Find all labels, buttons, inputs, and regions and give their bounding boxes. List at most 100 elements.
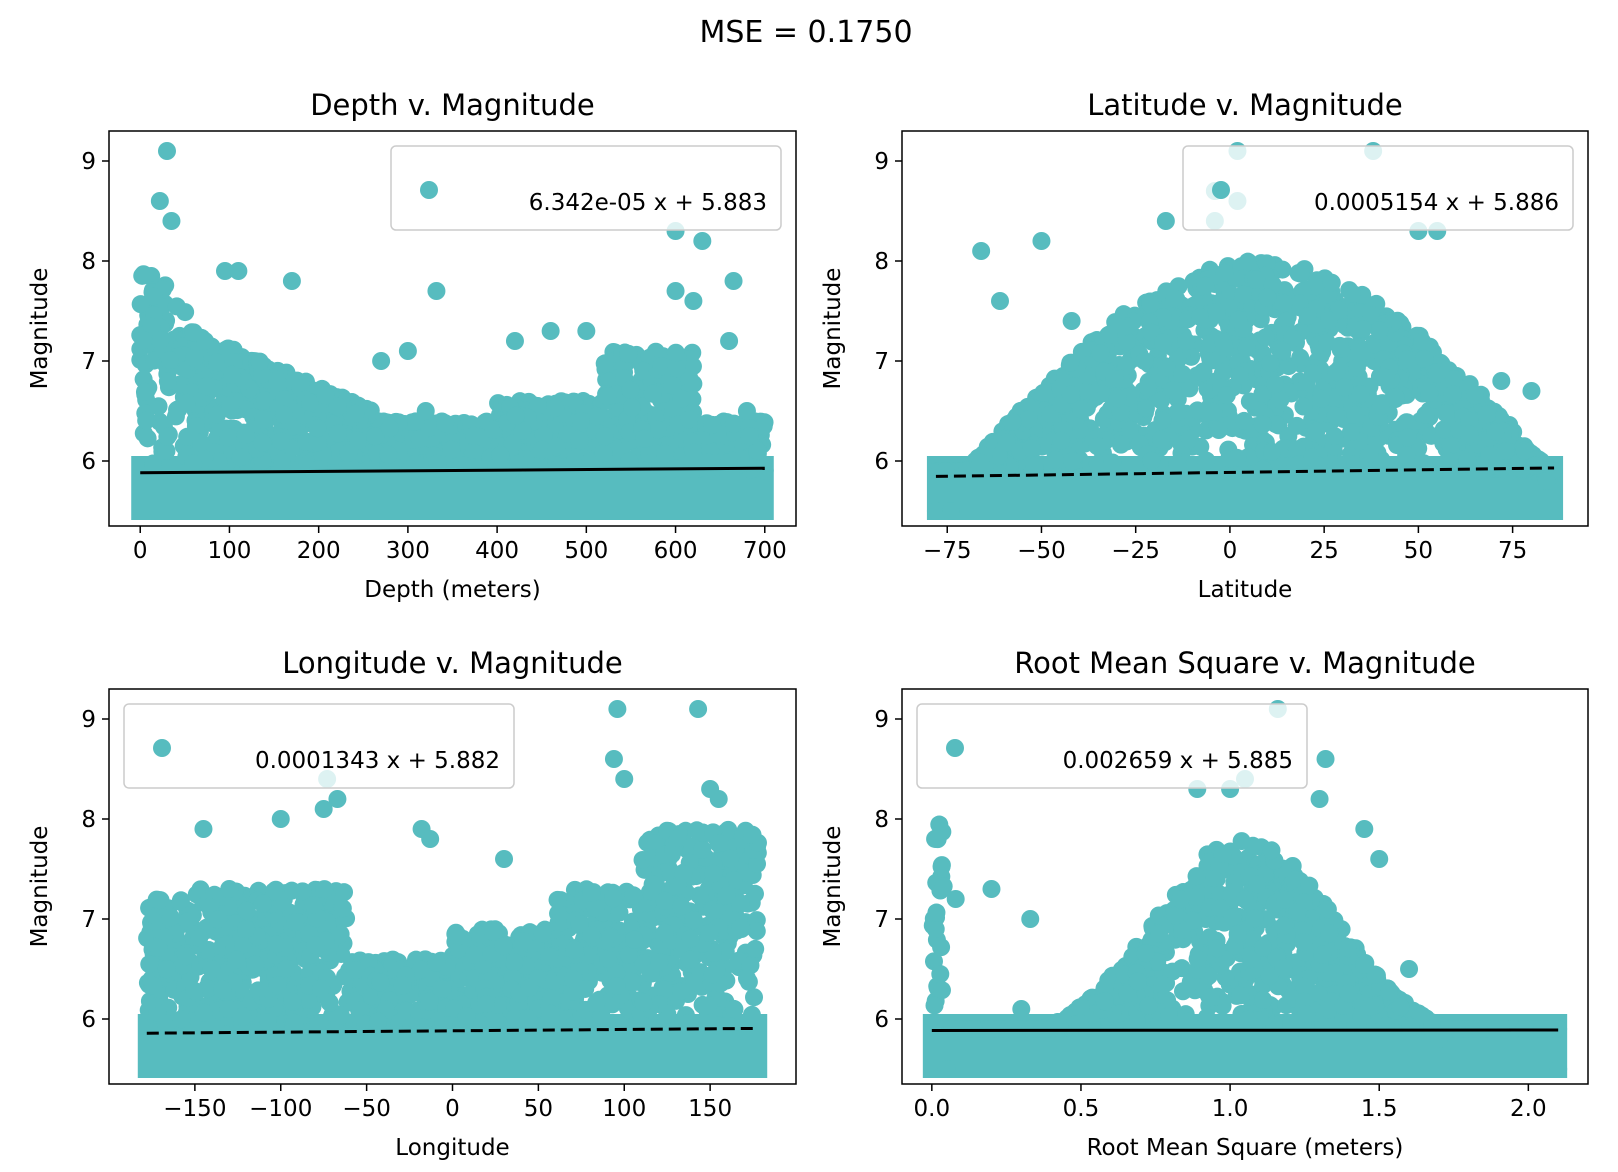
scatter-point <box>1361 306 1380 325</box>
y-tick-label: 9 <box>874 149 889 175</box>
x-axis-label: Longitude <box>395 1135 509 1161</box>
scatter-point <box>185 981 204 1000</box>
scatter-point <box>177 947 196 966</box>
scatter-point <box>1040 405 1059 424</box>
scatter-point <box>172 1010 191 1029</box>
scatter-point <box>202 960 221 979</box>
scatter-point <box>250 352 269 371</box>
scatter-point <box>1173 364 1192 383</box>
scatter-point <box>167 297 186 316</box>
y-axis-label: Magnitude <box>27 826 53 948</box>
scatter-point <box>1325 427 1344 446</box>
y-tick-label: 7 <box>81 907 96 933</box>
scatter-point <box>547 437 566 456</box>
scatter-point <box>1263 442 1282 461</box>
scatter-point <box>434 1014 453 1033</box>
y-tick-label: 8 <box>874 249 889 275</box>
scatter-point <box>1370 321 1389 340</box>
scatter-point <box>1099 325 1118 344</box>
scatter-point <box>650 953 669 972</box>
scatter-point <box>1204 402 1223 421</box>
scatter-point <box>666 343 685 362</box>
scatter-point <box>1062 312 1081 330</box>
scatter-point <box>315 880 334 899</box>
scatter-point <box>427 282 446 300</box>
scatter-point <box>546 399 565 418</box>
scatter-point <box>595 427 614 446</box>
scatter-point <box>162 212 181 230</box>
scatter-point <box>449 927 468 946</box>
scatter-point <box>1135 351 1154 370</box>
scatter-point <box>1438 451 1457 470</box>
scatter-point <box>213 980 232 999</box>
scatter-point <box>275 405 294 424</box>
scatter-point <box>1152 430 1171 449</box>
scatter-point <box>684 374 703 393</box>
scatter-point <box>1343 284 1362 303</box>
scatter-point <box>144 976 163 995</box>
scatter-points <box>922 700 1568 1078</box>
scatter-point <box>619 945 638 964</box>
scatter-point <box>410 430 429 449</box>
scatter-point <box>926 502 945 520</box>
scatter-point <box>1465 386 1484 405</box>
scatter-point <box>1273 341 1292 360</box>
scatter-point <box>652 357 671 376</box>
scatter-point <box>1153 411 1172 430</box>
scatter-point <box>231 448 250 467</box>
scatter-point <box>1063 452 1082 471</box>
x-tick-label: 0 <box>133 538 148 564</box>
y-tick-label: 9 <box>81 707 96 733</box>
scatter-point <box>514 932 533 951</box>
y-axis-label: Magnitude <box>820 268 846 390</box>
scatter-point <box>716 942 735 961</box>
scatter-point <box>1307 422 1326 441</box>
scatter-point <box>680 410 699 429</box>
scatter-point <box>1347 358 1366 377</box>
scatter-point <box>428 454 447 473</box>
scatter-point <box>300 393 319 412</box>
legend-label: 0.0001343 x + 5.882 <box>255 748 500 774</box>
scatter-point <box>1441 436 1460 455</box>
scatter-point <box>564 970 583 989</box>
scatter-point <box>368 1012 387 1031</box>
scatter-point <box>1197 451 1216 470</box>
x-tick-label: −25 <box>1111 538 1160 564</box>
scatter-point <box>156 1014 175 1033</box>
scatter-point <box>1157 358 1176 377</box>
scatter-point <box>268 976 287 995</box>
scatter-point <box>704 864 723 883</box>
scatter-point <box>699 996 718 1015</box>
scatter-point <box>534 426 553 445</box>
scatter-points <box>131 142 774 520</box>
scatter-point <box>308 433 327 452</box>
scatter-point <box>1034 383 1053 402</box>
scatter-point <box>548 890 567 909</box>
scatter-point <box>372 352 391 370</box>
scatter-point <box>743 825 762 844</box>
scatter-point <box>1492 372 1511 390</box>
scatter-point <box>1376 368 1395 387</box>
scatter-point <box>1229 310 1248 329</box>
scatter-point <box>991 292 1009 310</box>
scatter-point <box>703 965 722 984</box>
scatter-point <box>724 871 743 890</box>
scatter-point <box>571 412 590 431</box>
scatter-point <box>1415 349 1434 368</box>
scatter-point <box>1108 389 1127 408</box>
x-tick-label: 50 <box>1404 538 1433 564</box>
scatter-point <box>184 454 203 473</box>
scatter-point <box>304 896 323 915</box>
scatter-point <box>1052 431 1071 450</box>
scatter-point <box>540 947 559 966</box>
scatter-point <box>1092 384 1111 403</box>
scatter-point <box>1234 285 1253 304</box>
scatter-point <box>621 380 640 399</box>
scatter-point <box>1253 415 1272 434</box>
scatter-point <box>346 404 365 423</box>
scatter-point <box>220 880 239 898</box>
scatter-point <box>218 428 237 447</box>
scatter-point <box>1256 328 1275 347</box>
scatter-point <box>1346 405 1365 424</box>
